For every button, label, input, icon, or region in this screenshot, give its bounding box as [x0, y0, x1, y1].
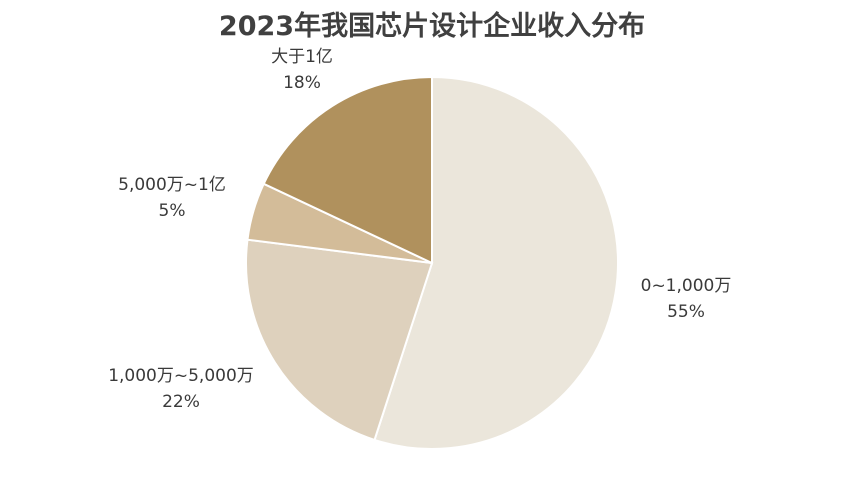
- slice-value-label-1: 22%: [162, 392, 200, 412]
- slice-label-3: 大于1亿: [271, 47, 333, 67]
- slice-label-2: 5,000万~1亿: [118, 175, 226, 195]
- pie-slice-1: [245, 238, 434, 442]
- slice-value-label-2: 5%: [159, 201, 186, 221]
- chart-title: 2023年我国芯片设计企业收入分布: [218, 11, 646, 42]
- slice-label-1: 1,000万~5,000万: [108, 366, 254, 386]
- slice-value-label-3: 18%: [283, 73, 321, 93]
- slice-value-label-0: 55%: [667, 302, 705, 322]
- pie-slice-0: [373, 75, 619, 450]
- slice-label-0: 0~1,000万: [641, 276, 732, 296]
- pie-slice-3: [262, 75, 433, 265]
